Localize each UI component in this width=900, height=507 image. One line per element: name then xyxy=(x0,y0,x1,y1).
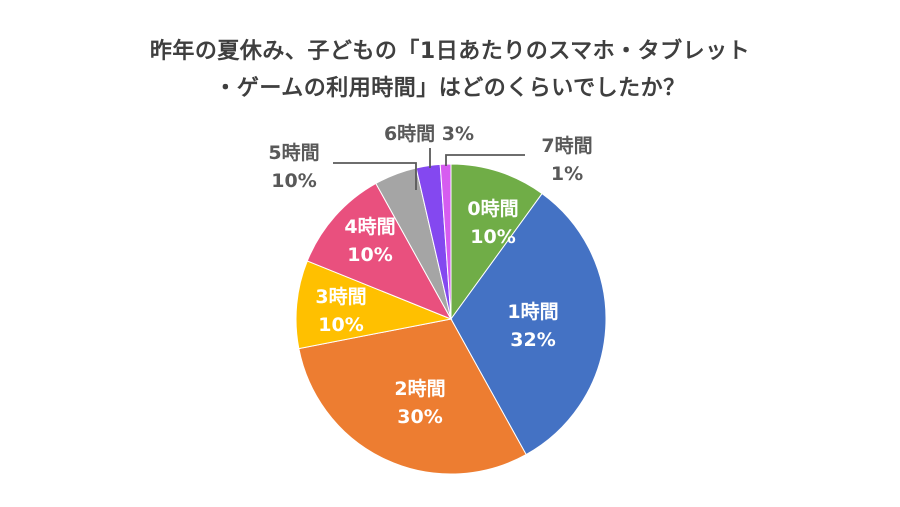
pie-slices xyxy=(295,163,607,475)
label-5h-pct: 10% xyxy=(271,170,316,192)
label-1h-pct: 32% xyxy=(510,329,555,351)
chart-title-line-2: ・ゲームの利用時間」はどのくらいでしたか？ xyxy=(214,76,686,101)
label-0h-pct: 10% xyxy=(470,226,515,248)
label-3h-pct: 10% xyxy=(318,314,363,336)
label-4h-name: 4時間 xyxy=(344,216,395,238)
pie-slice-2時間 xyxy=(298,318,527,475)
label-1h-name: 1時間 xyxy=(507,301,558,323)
pie-slice-1時間 xyxy=(450,192,607,456)
label-7h-pct: 1% xyxy=(551,163,583,185)
pie-slice-3時間 xyxy=(295,260,453,350)
leader-line-5h xyxy=(333,162,417,190)
chart-title-line-1: 昨年の夏休み、子どもの「1日あたりのスマホ・タブレット xyxy=(149,39,751,64)
label-0h-name: 0時間 xyxy=(467,198,518,220)
label-2h-name: 2時間 xyxy=(394,378,445,400)
label-5h-name: 5時間 xyxy=(268,142,319,164)
label-4h-pct: 10% xyxy=(347,244,392,266)
pie-slice-4時間 xyxy=(306,182,453,320)
label-2h-pct: 30% xyxy=(397,406,442,428)
leader-line-7h xyxy=(445,154,525,166)
label-7h-name: 7時間 xyxy=(541,135,592,157)
label-6h: 6時間 3% xyxy=(384,123,474,145)
pie-slice-0時間 xyxy=(450,163,543,321)
label-3h-name: 3時間 xyxy=(315,286,366,308)
